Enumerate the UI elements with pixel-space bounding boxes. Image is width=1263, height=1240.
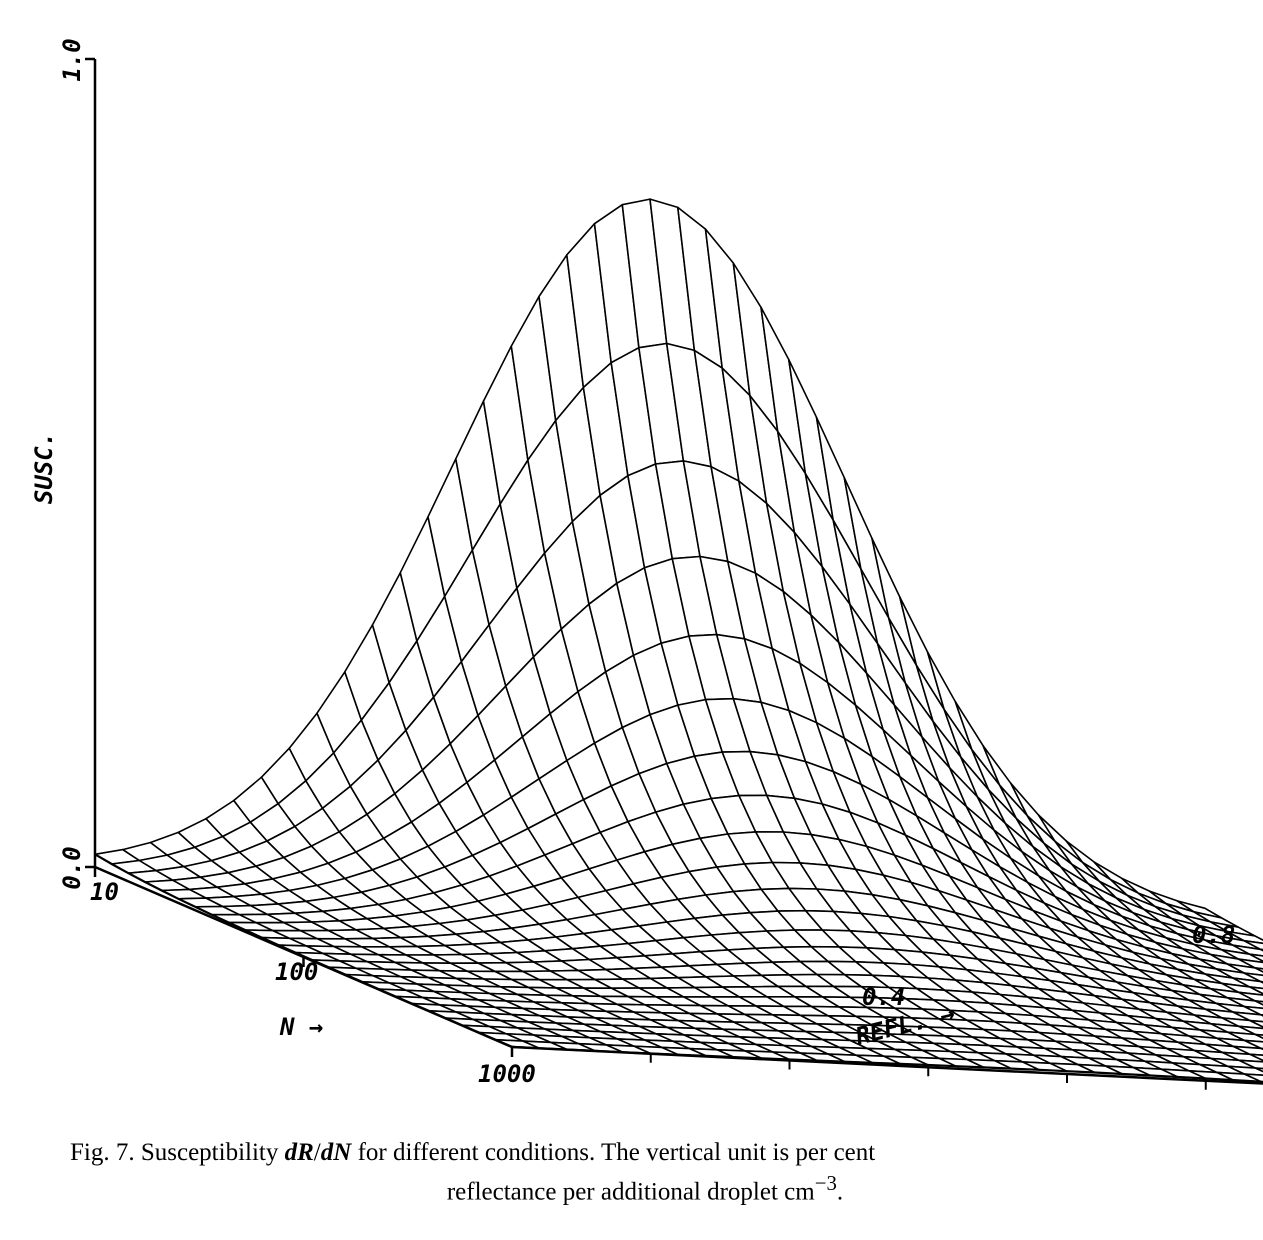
surface-cell <box>1254 1033 1263 1039</box>
caption-dn: dN <box>320 1139 352 1166</box>
surface-cell <box>1259 948 1263 952</box>
n-tick-1000: 1000 <box>478 1060 536 1088</box>
surface-cell <box>1221 982 1263 996</box>
surface-plot: 1.0 0.0 SUSC. 10 100 1000 N → 0.4 0.8 RE… <box>30 38 1263 1090</box>
caption-line-2: reflectance per additional droplet cm−3. <box>70 1168 1220 1207</box>
surface-cell <box>1254 1067 1263 1073</box>
surface-cell <box>1237 991 1263 1003</box>
surface-cell <box>1254 1000 1263 1006</box>
refl-tick-08: 0.8 <box>1192 921 1235 949</box>
surface-cell <box>1221 948 1263 964</box>
figure-caption: Fig. 7. Susceptibility dR/dN for differe… <box>70 1138 1220 1207</box>
caption-slash: / <box>313 1139 321 1166</box>
surface-cell <box>1226 1031 1263 1043</box>
surface-cell <box>1221 1051 1263 1063</box>
surface-cell <box>1221 1017 1263 1030</box>
z-tick-max: 1.0 <box>58 38 86 81</box>
caption-line-1: Fig. 7. Susceptibility dR/dN for differe… <box>70 1138 1220 1168</box>
surface-cell <box>1260 980 1263 984</box>
caption-dr: dR <box>284 1139 314 1166</box>
surface-cell <box>1232 1045 1263 1056</box>
surface-cell <box>1254 967 1263 973</box>
surface-cell <box>1249 1019 1263 1028</box>
surface-cell <box>1249 1053 1263 1062</box>
n-axis-label: N → <box>279 1013 323 1041</box>
surface-mesh <box>94 198 1263 1083</box>
refl-tick-04: 0.4 <box>862 983 905 1011</box>
caption-sup: −3 <box>814 1171 837 1195</box>
surface-cell <box>1226 963 1263 977</box>
z-axis-label: SUSC. <box>30 432 58 504</box>
surface-cell <box>1243 1073 1263 1083</box>
n-tick-10: 10 <box>90 878 119 906</box>
surface-cell <box>1227 1065 1263 1076</box>
caption-lead: Fig. 7. Susceptibility <box>70 1139 285 1166</box>
surface-cell <box>1238 1025 1263 1036</box>
caption-end: . <box>836 1178 844 1206</box>
surface-cell <box>1226 930 1263 945</box>
surface-cell <box>1243 939 1263 951</box>
surface-cell <box>1238 1059 1263 1070</box>
n-tick-100: 100 <box>275 958 318 986</box>
caption-rest: for different conditions. The vertical u… <box>351 1139 876 1166</box>
surface-cell <box>1232 1011 1263 1023</box>
surface-cell <box>1248 986 1263 995</box>
caption-line2-text: reflectance per additional droplet cm <box>446 1178 815 1206</box>
surface-cell <box>1232 977 1263 990</box>
surface-cell <box>1232 944 1263 957</box>
surface-cell <box>1226 996 1263 1010</box>
surface-cell <box>1248 953 1263 963</box>
surface-cell <box>1237 958 1263 970</box>
axes <box>85 57 1263 1090</box>
z-tick-min: 0.0 <box>58 846 86 889</box>
